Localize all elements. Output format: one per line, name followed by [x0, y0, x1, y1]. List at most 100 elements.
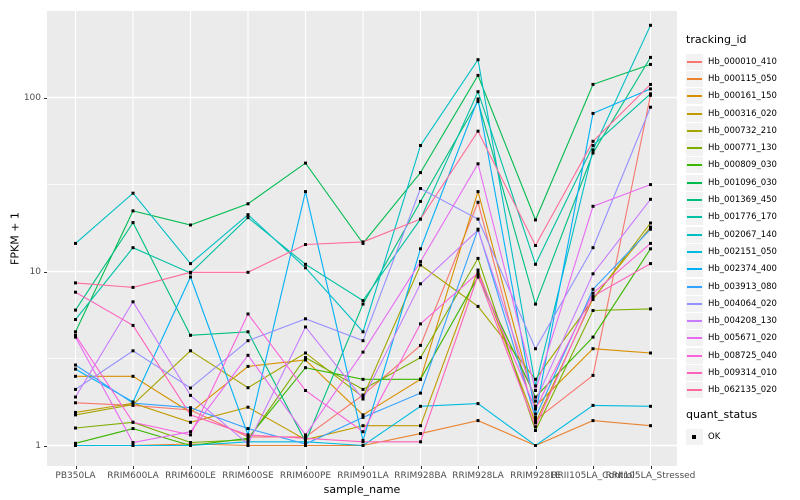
- legend-item-label: Hb_000771_130: [708, 143, 777, 154]
- legend-line-swatch: [687, 129, 702, 132]
- legend-line-swatch: [687, 77, 702, 80]
- data-point: [131, 401, 135, 405]
- legend-item-Hb_001096_030: Hb_001096_030: [686, 174, 798, 191]
- data-point: [304, 325, 307, 329]
- data-point: [189, 408, 192, 412]
- data-point: [534, 395, 537, 399]
- y-tick-label: 100: [23, 92, 41, 103]
- data-point: [304, 266, 307, 270]
- legend-line-swatch: [687, 354, 702, 357]
- y-axis-tick: [44, 445, 47, 447]
- data-point: [649, 307, 652, 311]
- plot-canvas: [47, 11, 677, 466]
- data-point: [591, 151, 595, 155]
- legend-key-box: [686, 53, 703, 70]
- data-point: [476, 129, 480, 133]
- data-point: [649, 87, 652, 91]
- data-point: [591, 144, 595, 147]
- data-point: [246, 312, 250, 316]
- x-tick-label: RRIM600LA: [107, 471, 159, 481]
- data-point: [476, 58, 480, 62]
- data-point: [419, 144, 422, 147]
- data-point: [361, 415, 365, 419]
- data-point: [246, 339, 250, 343]
- data-point: [189, 430, 192, 434]
- legend-item-label: Hb_005671_020: [708, 333, 777, 344]
- data-point: [246, 216, 250, 220]
- data-point: [74, 335, 77, 339]
- data-point: [591, 335, 595, 339]
- data-point: [649, 225, 652, 229]
- data-point: [419, 391, 422, 395]
- data-point: [304, 243, 307, 246]
- x-tick-label: RRIM600PE: [279, 471, 332, 481]
- x-tick-label: RRIM600LE: [165, 471, 216, 481]
- data-point: [419, 263, 422, 267]
- data-point: [534, 389, 537, 392]
- data-point: [534, 404, 537, 408]
- data-point: [591, 246, 595, 250]
- data-point: [304, 356, 307, 360]
- data-point: [419, 199, 422, 203]
- legend-item-label: Hb_008725_040: [708, 350, 777, 361]
- legend-line-swatch: [687, 337, 702, 340]
- data-point: [591, 347, 595, 351]
- data-point: [591, 309, 595, 312]
- data-point: [476, 273, 480, 277]
- data-point: [649, 92, 652, 96]
- legend-key-box: [686, 88, 703, 105]
- data-point: [476, 190, 480, 194]
- data-point: [361, 440, 365, 444]
- data-point: [361, 393, 365, 397]
- legend-line-swatch: [687, 147, 702, 150]
- data-point: [74, 281, 77, 285]
- data-point: [476, 256, 480, 260]
- data-point: [74, 374, 77, 378]
- data-point: [189, 420, 192, 424]
- data-point: [361, 424, 365, 428]
- legend-key-box: [686, 140, 703, 157]
- data-point: [304, 317, 307, 321]
- legend-item-Hb_002067_140: Hb_002067_140: [686, 226, 798, 243]
- legend-key-box: [686, 428, 703, 445]
- y-tick-label: 1: [35, 440, 41, 451]
- data-point: [476, 419, 480, 423]
- legend-item-label: Hb_062135_020: [708, 385, 777, 396]
- legend-key-box: [686, 226, 703, 243]
- data-point: [476, 73, 480, 77]
- data-point: [131, 221, 135, 225]
- data-point: [534, 377, 537, 381]
- data-point: [534, 429, 537, 432]
- data-point: [189, 444, 192, 447]
- data-point: [361, 444, 365, 447]
- legend-key-box: [686, 278, 703, 295]
- data-point: [131, 300, 135, 304]
- legend-item-label: Hb_009314_010: [708, 367, 777, 378]
- data-point: [74, 367, 77, 371]
- data-point: [649, 424, 652, 428]
- legend-item-Hb_005671_020: Hb_005671_020: [686, 330, 798, 347]
- data-point: [534, 421, 537, 425]
- data-point: [74, 413, 77, 417]
- data-point: [189, 333, 192, 337]
- legend-title-tracking-id: tracking_id: [686, 33, 747, 46]
- legend-item-Hb_001369_450: Hb_001369_450: [686, 191, 798, 209]
- data-point: [74, 387, 77, 391]
- legend-line-swatch: [687, 389, 702, 392]
- data-point: [74, 318, 77, 321]
- data-point: [591, 291, 595, 295]
- data-point: [74, 308, 77, 312]
- x-tick-label: RRIM901LA: [337, 471, 389, 481]
- data-point: [246, 436, 250, 440]
- data-point: [246, 353, 250, 357]
- legend: tracking_id Hb_000010_410 Hb_000115_050 Hb…: [686, 33, 798, 445]
- data-point: [419, 260, 422, 264]
- legend-item-Hb_000161_150: Hb_000161_150: [686, 88, 798, 105]
- x-tick-label: RRIM600SE: [222, 471, 274, 481]
- data-point: [246, 364, 250, 368]
- data-point: [649, 227, 652, 231]
- legend-item-Hb_000809_030: Hb_000809_030: [686, 157, 798, 174]
- legend-item-Hb_000115_050: Hb_000115_050: [686, 70, 798, 87]
- x-tick-label: RRIM928LE: [510, 471, 561, 481]
- data-point: [361, 387, 365, 391]
